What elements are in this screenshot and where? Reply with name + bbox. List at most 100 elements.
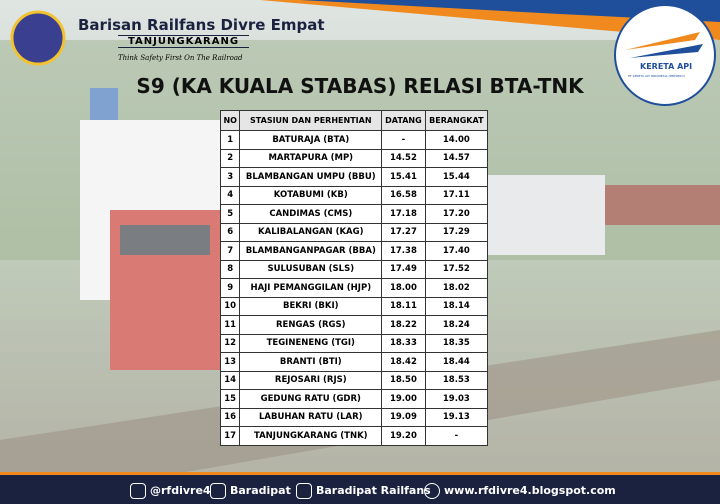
table-cell: BLAMBANGANPAGAR (BBA) (239, 241, 383, 261)
table-cell: 18.14 (424, 296, 489, 316)
table-cell: 19.13 (424, 407, 489, 427)
table-cell: 5 (219, 204, 241, 224)
schedule-table: NO STASIUN DAN PERHENTIAN DATANG BERANGKAT 1… (219, 110, 489, 446)
table-row: 12 TEGINENENG (TGI) 18.33 18.35 (219, 333, 489, 353)
table-cell: 17.20 (424, 204, 489, 224)
table-row: 13 BRANTI (BTI) 18.42 18.44 (219, 352, 489, 372)
table-cell: RENGAS (RGS) (239, 315, 383, 335)
table-cell: 18.44 (424, 352, 489, 372)
table-cell: CANDIMAS (CMS) (239, 204, 383, 224)
org-region: TANJUNGKARANG (118, 35, 250, 48)
table-cell: 18.02 (424, 278, 489, 298)
table-row: 11 RENGAS (RGS) 18.22 18.24 (219, 315, 489, 335)
logo-text: KERETA API (640, 62, 693, 71)
table-row: 10 BEKRI (BKI) 18.11 18.14 (219, 296, 489, 316)
footer-website: www.rfdivre4.blogspot.com (424, 483, 616, 499)
table-cell: 19.09 (381, 407, 426, 427)
table-cell: 14.00 (424, 130, 489, 150)
org-name: Barisan Railfans Divre Empat (78, 16, 325, 34)
table-row: 3 BLAMBANGAN UMPU (BBU) 15.41 15.44 (219, 167, 489, 187)
table-cell: 18.22 (381, 315, 426, 335)
table-cell: 17 (219, 426, 241, 446)
table-cell: 15.44 (424, 167, 489, 187)
table-row: 1 BATURAJA (BTA) -14.00 (219, 130, 489, 150)
table-cell: - (381, 130, 426, 150)
table-cell: 19.03 (424, 389, 489, 409)
table-row: 14 REJOSARI (RJS) 18.50 18.53 (219, 370, 489, 390)
table-cell: 19.20 (381, 426, 426, 446)
table-cell: 12 (219, 333, 241, 353)
table-row: 2 MARTAPURA (MP) 14.52 14.57 (219, 148, 489, 168)
table-cell: 15.41 (381, 167, 426, 187)
table-cell: 15 (219, 389, 241, 409)
table-cell: 18.33 (381, 333, 426, 353)
column-header: DATANG (381, 110, 426, 131)
table-cell: TEGINENENG (TGI) (239, 333, 383, 353)
table-cell: TANJUNGKARANG (TNK) (239, 426, 383, 446)
table-row: 7 BLAMBANGANPAGAR (BBA) 17.38 17.40 (219, 241, 489, 261)
table-cell: 17.11 (424, 185, 489, 205)
table-cell: 8 (219, 259, 241, 279)
table-cell: 3 (219, 167, 241, 187)
column-header: BERANGKAT (424, 110, 489, 131)
table-cell: GEDUNG RATU (GDR) (239, 389, 383, 409)
table-cell: 14 (219, 370, 241, 390)
table-row: 16 LABUHAN RATU (LAR) 19.09 19.13 (219, 407, 489, 427)
table-cell: 16 (219, 407, 241, 427)
footer-youtube: Baradipat Railfans (296, 483, 431, 499)
table-cell: BRANTI (BTI) (239, 352, 383, 372)
table-cell: HAJI PEMANGGILAN (HJP) (239, 278, 383, 298)
facebook-text: Baradipat (230, 484, 291, 497)
column-header: STASIUN DAN PERHENTIAN (239, 110, 383, 131)
table-cell: BATURAJA (BTA) (239, 130, 383, 150)
table-row: 5 CANDIMAS (CMS) 17.18 17.20 (219, 204, 489, 224)
table-cell: 7 (219, 241, 241, 261)
website-text: www.rfdivre4.blogspot.com (444, 484, 616, 497)
table-cell: 17.18 (381, 204, 426, 224)
table-cell: 2 (219, 148, 241, 168)
table-cell: 13 (219, 352, 241, 372)
table-cell: 19.00 (381, 389, 426, 409)
tagline: Think Safety First On The Railroad (118, 54, 243, 62)
table-cell: 14.57 (424, 148, 489, 168)
table-cell: KOTABUMI (KB) (239, 185, 383, 205)
table-cell: 17.52 (424, 259, 489, 279)
table-row: 8 SULUSUBAN (SLS) 17.49 17.52 (219, 259, 489, 279)
table-row: 4 KOTABUMI (KB) 16.58 17.11 (219, 185, 489, 205)
table-cell: 4 (219, 185, 241, 205)
table-cell: BEKRI (BKI) (239, 296, 383, 316)
table-row: 15 GEDUNG RATU (GDR) 19.00 19.03 (219, 389, 489, 409)
table-cell: SULUSUBAN (SLS) (239, 259, 383, 279)
table-cell: 14.52 (381, 148, 426, 168)
table-cell: 17.49 (381, 259, 426, 279)
footer-facebook: Baradipat (210, 483, 291, 499)
column-header: NO (219, 110, 241, 131)
table-cell: 11 (219, 315, 241, 335)
footer-instagram: @rfdivre4 (130, 483, 211, 499)
title: S9 (KA KUALA STABAS) RELASI BTA-TNK (136, 74, 584, 98)
table-cell: KALIBALANGAN (KAG) (239, 222, 383, 242)
table-cell: 17.40 (424, 241, 489, 261)
table-cell: 17.38 (381, 241, 426, 261)
table-cell: 18.11 (381, 296, 426, 316)
table-cell: 17.27 (381, 222, 426, 242)
table-cell: 1 (219, 130, 241, 150)
table-cell: 18.53 (424, 370, 489, 390)
table-cell: MARTAPURA (MP) (239, 148, 383, 168)
table-cell: 18.24 (424, 315, 489, 335)
table-cell: - (424, 426, 489, 446)
table-cell: REJOSARI (RJS) (239, 370, 383, 390)
table-cell: 10 (219, 296, 241, 316)
table-cell: 18.35 (424, 333, 489, 353)
table-cell: BLAMBANGAN UMPU (BBU) (239, 167, 383, 187)
table-cell: 18.50 (381, 370, 426, 390)
table-row: 17 TANJUNGKARANG (TNK) 19.20- (219, 426, 489, 446)
table-row: 6 KALIBALANGAN (KAG) 17.27 17.29 (219, 222, 489, 242)
table-cell: 18.42 (381, 352, 426, 372)
table-cell: 16.58 (381, 185, 426, 205)
table-row: 9 HAJI PEMANGGILAN (HJP) 18.00 18.02 (219, 278, 489, 298)
instagram-text: @rfdivre4 (150, 484, 211, 497)
table-cell: LABUHAN RATU (LAR) (239, 407, 383, 427)
logo-subtext: PT KERETA API INDONESIA (PERSERO) (628, 74, 685, 78)
